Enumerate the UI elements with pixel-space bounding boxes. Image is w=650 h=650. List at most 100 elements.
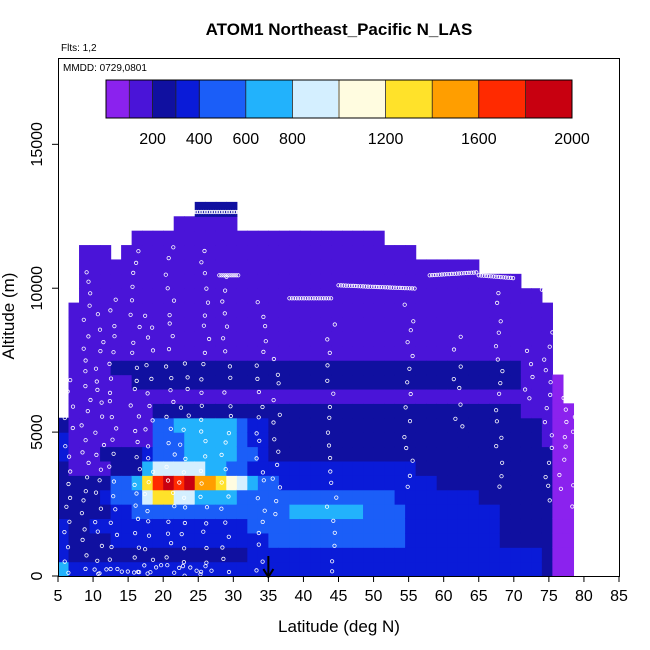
colorbar-segment <box>514 80 517 118</box>
heatmap-cell <box>247 331 259 347</box>
track-point <box>221 556 226 562</box>
heatmap-cell <box>194 259 206 275</box>
heatmap-cell <box>531 518 543 534</box>
track-point <box>231 273 237 278</box>
heatmap-cell <box>489 532 501 548</box>
heatmap-cell <box>247 288 259 304</box>
track-point <box>136 414 141 419</box>
heatmap-cell <box>426 374 438 390</box>
heatmap-cell <box>310 432 322 448</box>
heatmap-cell <box>289 504 301 520</box>
colorbar-segment <box>142 80 145 118</box>
colorbar-segment <box>242 80 245 118</box>
heatmap-cell <box>405 245 417 261</box>
heatmap-cell <box>331 273 343 289</box>
heatmap-cell <box>468 532 480 548</box>
heatmap-cell <box>405 446 417 462</box>
track-point <box>271 420 276 425</box>
heatmap-cell <box>384 245 396 261</box>
heatmap-cell <box>268 417 280 433</box>
heatmap-cell <box>100 403 112 419</box>
track-point <box>83 438 88 443</box>
track-point <box>97 327 103 332</box>
heatmap-cell <box>236 432 248 448</box>
heatmap-cell <box>562 518 575 534</box>
heatmap-cell <box>384 403 396 419</box>
heatmap-cell <box>163 388 175 404</box>
colorbar-segment <box>400 80 403 118</box>
track-point <box>145 391 150 396</box>
heatmap-cell <box>352 532 364 548</box>
colorbar-segment <box>486 80 489 118</box>
heatmap-cell <box>489 288 501 304</box>
heatmap-cell <box>194 201 206 217</box>
heatmap-cell <box>89 504 101 520</box>
heatmap-cell <box>552 489 564 505</box>
heatmap-cell <box>415 288 427 304</box>
heatmap-cell <box>205 360 217 376</box>
heatmap-cell <box>247 460 259 476</box>
track-point <box>233 209 238 215</box>
heatmap-cell <box>352 360 364 376</box>
track-point <box>404 445 409 451</box>
track-point <box>109 414 114 420</box>
heatmap-cell <box>152 518 164 534</box>
track-point <box>165 531 171 536</box>
heatmap-cell <box>268 475 280 491</box>
heatmap-cell <box>342 388 354 404</box>
heatmap-cell <box>278 504 291 520</box>
heatmap-cell <box>352 331 364 347</box>
heatmap-cell <box>278 360 291 376</box>
heatmap-cell <box>131 345 143 361</box>
heatmap-cell <box>173 345 185 361</box>
heatmap-cell <box>152 489 164 505</box>
heatmap-cell <box>520 504 532 520</box>
colorbar-segment <box>212 80 215 118</box>
heatmap-cell <box>310 460 322 476</box>
heatmap-cell <box>121 403 133 419</box>
track-point <box>494 443 499 449</box>
heatmap-cell <box>489 331 501 347</box>
heatmap-cell <box>320 547 333 563</box>
track-point <box>189 209 194 215</box>
heatmap-cell <box>100 245 112 261</box>
heatmap-cell <box>331 532 343 548</box>
heatmap-cell <box>541 374 553 390</box>
heatmap-cell <box>194 288 206 304</box>
heatmap-cell <box>79 288 91 304</box>
heatmap-cell <box>468 403 480 419</box>
heatmap-cell <box>415 388 427 404</box>
track-point <box>329 569 335 574</box>
colorbar-segment <box>568 80 571 118</box>
colorbar-segment <box>334 80 337 118</box>
colorbar-segment <box>496 80 499 118</box>
heatmap-cell <box>320 388 333 404</box>
heatmap-cell <box>299 230 312 246</box>
heatmap-cell <box>68 302 80 318</box>
track-point <box>199 390 204 395</box>
heatmap-cell <box>268 388 280 404</box>
heatmap-cell <box>247 245 259 261</box>
track-point <box>255 300 260 305</box>
colorbar-segment <box>418 80 421 118</box>
colorbar-segment <box>366 80 369 118</box>
track-point <box>456 271 462 276</box>
heatmap-cell <box>89 417 101 433</box>
heatmap-cell <box>79 432 91 448</box>
track-point <box>194 568 199 573</box>
track-point <box>254 363 259 368</box>
heatmap-cell <box>478 518 490 534</box>
heatmap-cell <box>478 317 490 332</box>
track-point <box>208 209 213 215</box>
heatmap-cell <box>89 273 101 289</box>
heatmap-cell <box>110 532 122 548</box>
colorbar-tick-label: 400 <box>186 131 213 148</box>
heatmap-cell <box>520 547 532 563</box>
heatmap-cell <box>478 446 490 462</box>
track-point <box>387 285 393 290</box>
colorbar-segment <box>302 80 305 118</box>
heatmap-cell <box>405 561 417 577</box>
heatmap-cell <box>110 417 122 433</box>
flight-track-points <box>62 209 584 578</box>
track-point <box>95 529 100 534</box>
